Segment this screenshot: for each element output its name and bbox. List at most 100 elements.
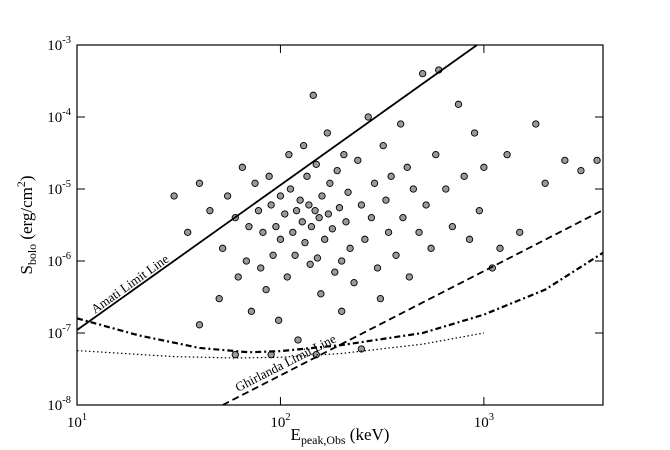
point	[532, 120, 540, 128]
point	[335, 204, 344, 212]
point	[382, 196, 390, 204]
point	[303, 172, 311, 180]
y-tick-label: 10-5​	[47, 179, 71, 198]
point	[331, 268, 339, 276]
point	[460, 172, 468, 180]
point	[448, 222, 457, 231]
point	[340, 150, 348, 159]
point	[344, 188, 352, 196]
x-axis-label: Epeak,Obs​ (keV)	[291, 425, 390, 447]
point	[454, 100, 463, 108]
point	[262, 286, 270, 294]
point	[328, 225, 337, 233]
point	[306, 260, 314, 268]
point	[392, 251, 400, 259]
point	[403, 163, 411, 171]
point	[465, 235, 474, 243]
point	[265, 172, 273, 180]
plot-area	[77, 45, 603, 405]
point	[206, 207, 214, 215]
point	[315, 214, 323, 222]
point	[342, 218, 350, 226]
point	[272, 222, 280, 231]
point	[364, 113, 372, 121]
plot-frame	[76, 44, 604, 406]
y-axis-label: Sbolo​ (erg/cm2​)	[14, 175, 39, 274]
point	[384, 228, 393, 236]
point	[321, 235, 329, 243]
point	[275, 316, 283, 324]
y-tick-label: 10-6​	[47, 251, 71, 270]
point	[405, 273, 413, 281]
y-tick-label: 10-7​	[47, 323, 71, 342]
point	[251, 179, 259, 187]
point	[561, 156, 569, 164]
point	[307, 222, 316, 231]
point	[281, 210, 289, 218]
point	[215, 294, 223, 303]
point	[257, 264, 265, 272]
point	[301, 238, 309, 247]
point	[379, 142, 387, 150]
point	[324, 210, 333, 218]
point	[298, 218, 306, 226]
point	[318, 192, 326, 200]
point	[276, 192, 285, 200]
point	[418, 70, 427, 78]
limit-line	[77, 45, 478, 331]
point	[285, 150, 293, 159]
point	[195, 321, 204, 329]
point	[305, 201, 313, 209]
point	[503, 150, 511, 159]
point	[333, 166, 341, 175]
point	[376, 294, 385, 303]
y-tick-label: 10-3​	[47, 35, 71, 54]
point	[480, 163, 488, 171]
point	[170, 192, 178, 200]
point	[245, 222, 253, 231]
point	[593, 156, 601, 164]
point	[289, 228, 297, 236]
point	[231, 351, 239, 359]
limit-line	[77, 332, 484, 359]
point	[286, 185, 295, 193]
point	[195, 179, 204, 187]
point	[283, 273, 291, 281]
point	[361, 235, 369, 243]
point	[219, 244, 227, 252]
point	[370, 179, 379, 187]
point	[313, 254, 322, 262]
point	[247, 307, 256, 315]
point	[292, 207, 301, 215]
point	[387, 172, 395, 180]
point	[432, 150, 440, 159]
point	[234, 273, 242, 281]
point	[296, 196, 304, 204]
line-label: Amati Limit Line	[88, 251, 172, 317]
point	[294, 336, 302, 344]
point	[269, 251, 277, 259]
point	[309, 91, 317, 99]
y-tick-label: 10-4​	[47, 107, 71, 126]
point	[299, 142, 308, 150]
point	[350, 279, 358, 287]
point	[399, 214, 407, 222]
point	[338, 307, 346, 315]
point	[291, 251, 299, 259]
x-tick-label: 101​	[67, 412, 87, 431]
x-tick-label: 103​	[474, 412, 494, 431]
line-label: Ghirlanda Limit Line	[233, 331, 339, 395]
point	[267, 201, 275, 209]
point	[357, 201, 366, 209]
y-tick-label: 10-8​	[47, 395, 71, 414]
point	[415, 228, 423, 236]
point	[427, 244, 435, 252]
point	[312, 160, 320, 168]
point	[354, 156, 362, 164]
point	[397, 120, 405, 128]
point	[254, 207, 263, 215]
point	[326, 179, 334, 187]
point	[577, 166, 585, 175]
point	[323, 129, 331, 137]
